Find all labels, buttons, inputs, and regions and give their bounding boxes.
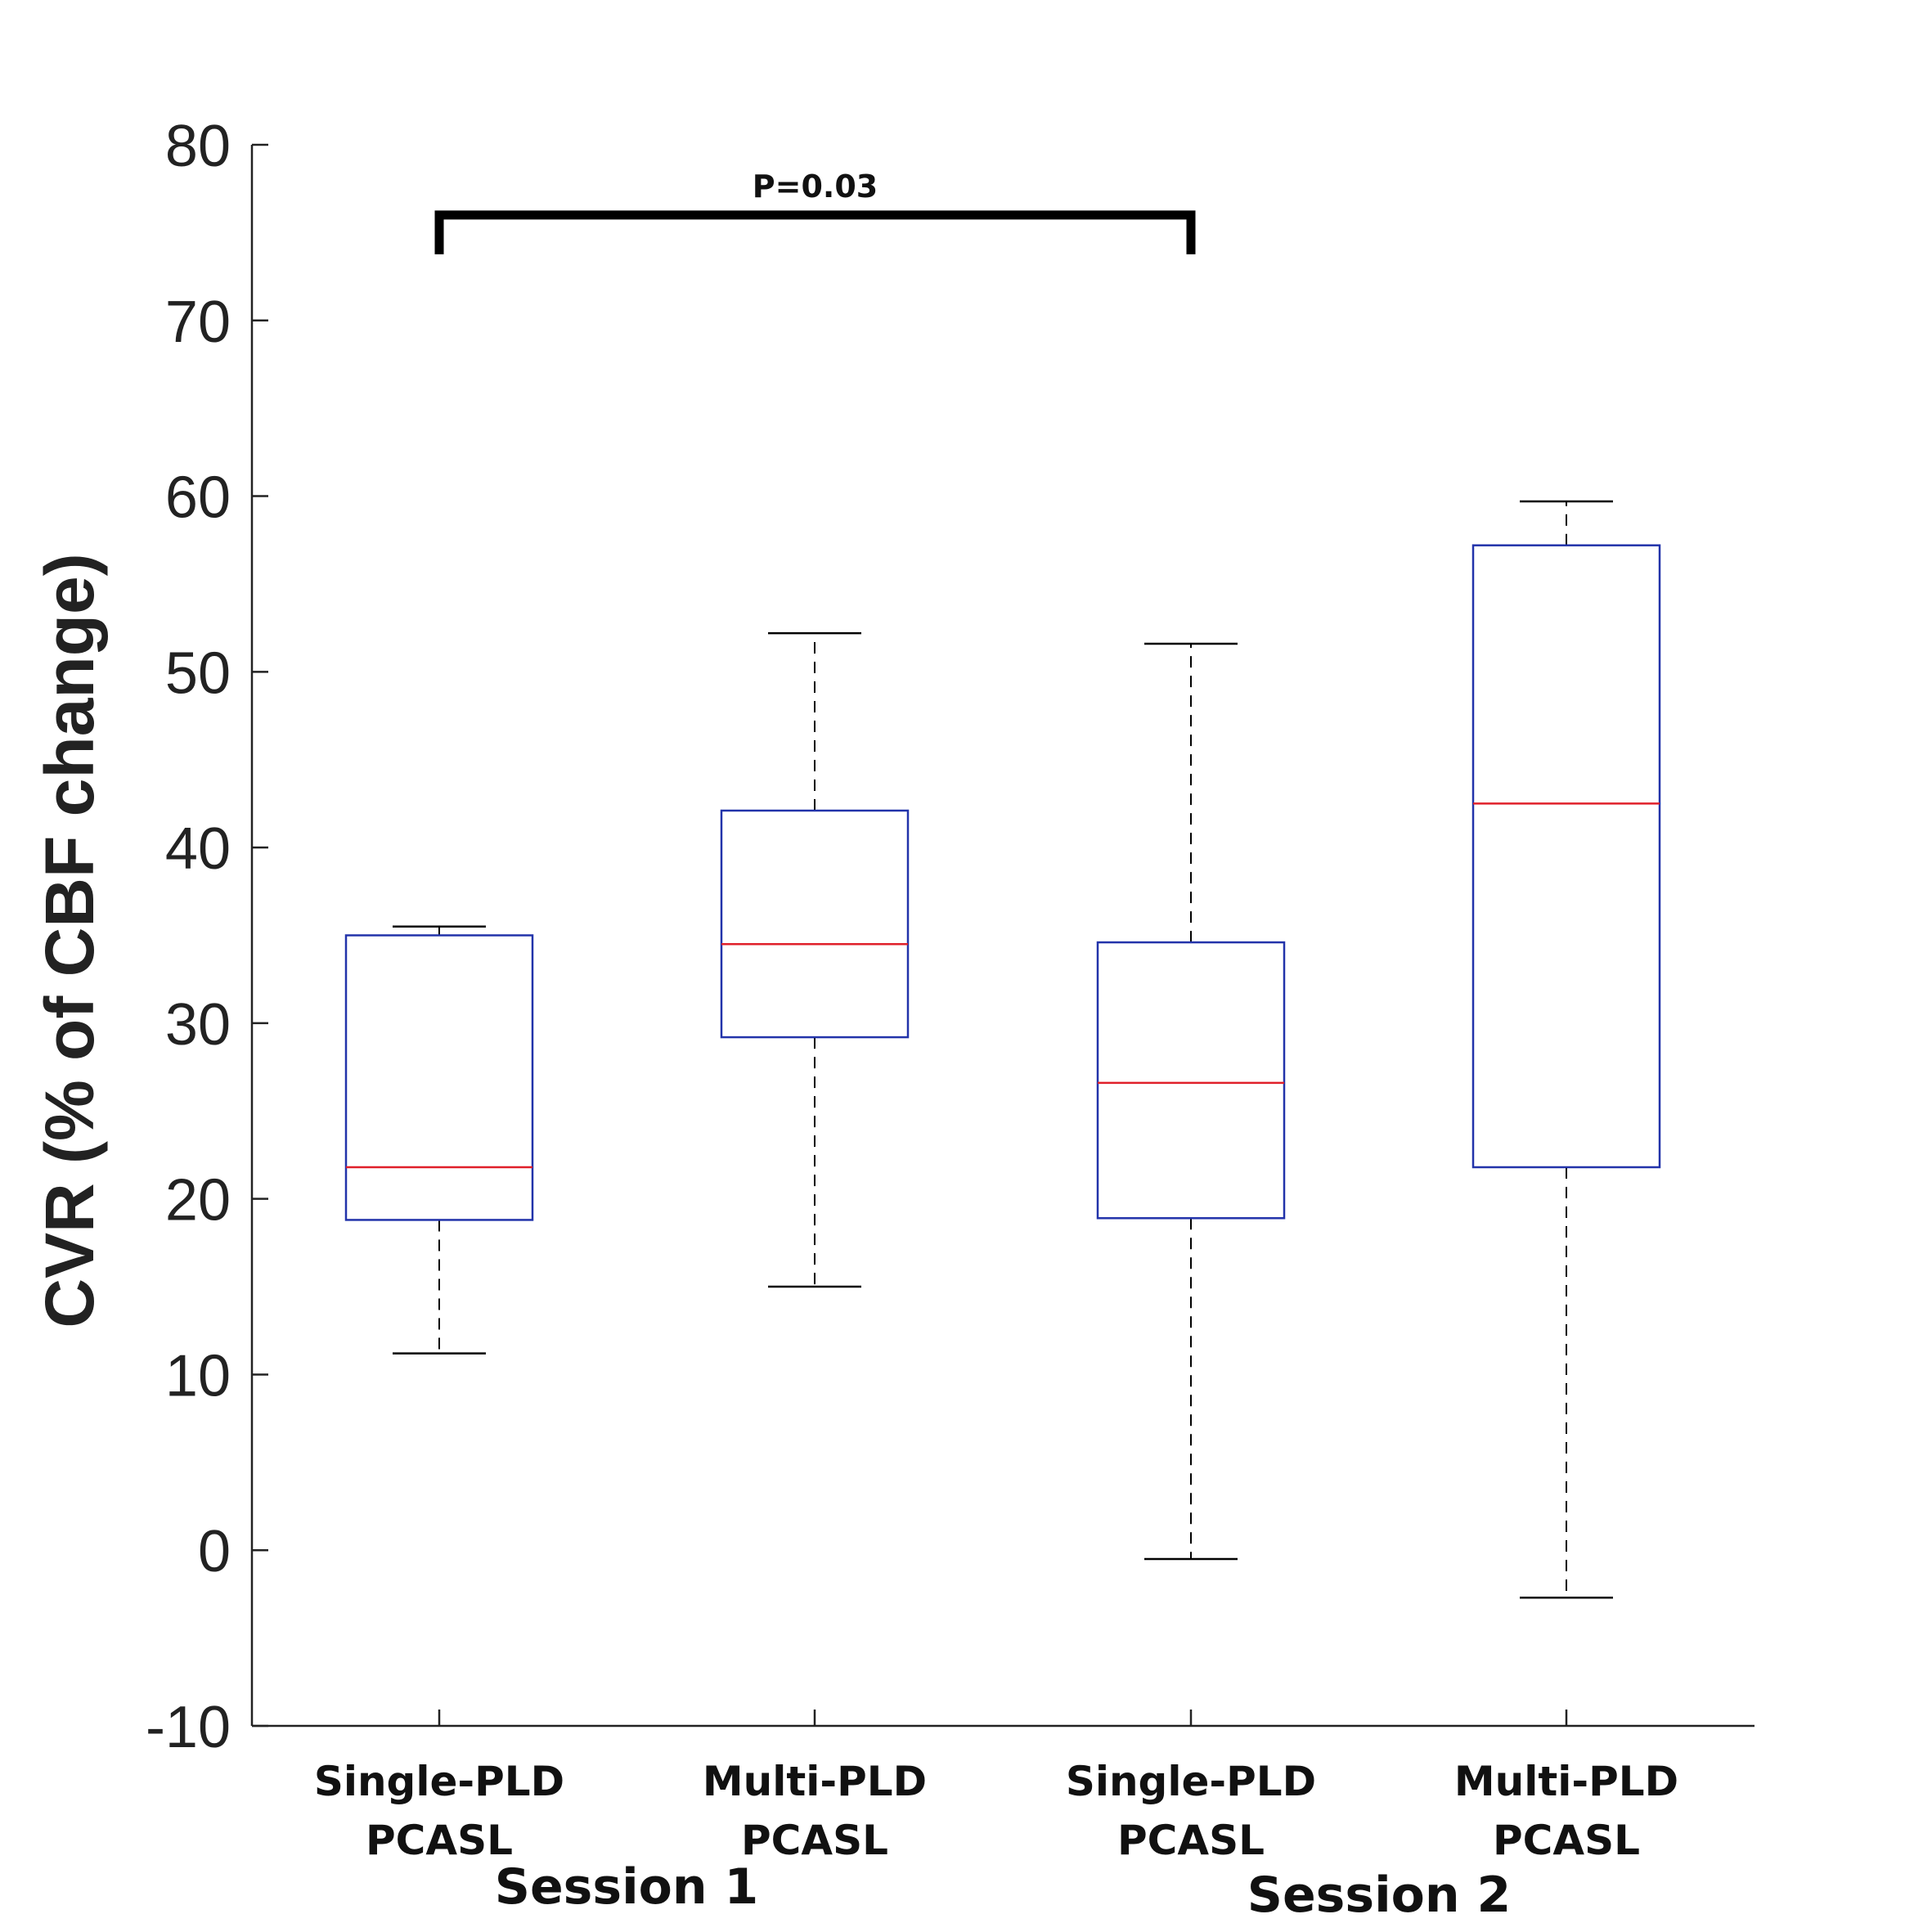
axes: -10 0 10 20 30 40 50 60 70 80 Single-PLD PCASL Multi… (146, 114, 1755, 1924)
significance-bracket-group: P=0.03 (434, 168, 1196, 254)
y-tick-label: 70 (165, 290, 231, 355)
iqr-box (720, 809, 910, 1039)
iqr-box (344, 934, 534, 1221)
y-tick-label: 30 (165, 992, 231, 1058)
y-axis-title: CVR (% of CBF change) (31, 553, 108, 1328)
x-tick-label-line1: Single-PLD (1066, 1758, 1316, 1805)
x-tick-label-line1: Single-PLD (314, 1758, 564, 1805)
y-tick-label: -10 (146, 1695, 231, 1760)
boxes (344, 500, 1661, 1599)
box-1 (344, 925, 534, 1355)
iqr-box (1096, 941, 1286, 1220)
p-value-label: P=0.03 (753, 168, 878, 204)
x-tick-label-line1: Multi-PLD (1454, 1758, 1678, 1805)
x-tick-label-line2: PCASL (741, 1817, 888, 1864)
y-tick-label: 50 (165, 640, 231, 706)
y-tick-label: 10 (165, 1343, 231, 1409)
box-4 (1471, 500, 1661, 1599)
box-3 (1096, 642, 1286, 1561)
x-tick-label-line1: Multi-PLD (703, 1758, 927, 1805)
significance-bracket (434, 210, 1196, 254)
x-tick-label-line2: PCASL (1117, 1817, 1265, 1864)
y-tick-label: 20 (165, 1168, 231, 1233)
iqr-box (1471, 544, 1661, 1169)
y-tick-label: 80 (165, 114, 231, 179)
box-2 (720, 631, 910, 1288)
y-tick-label: 0 (198, 1519, 231, 1584)
x-tick-label-line2: PCASL (366, 1817, 513, 1864)
session-label: Session 1 (495, 1858, 758, 1916)
x-tick-label-line2: PCASL (1493, 1817, 1640, 1864)
y-tick-label: 60 (165, 465, 231, 531)
session-label: Session 2 (1247, 1867, 1511, 1924)
y-tick-label: 40 (165, 816, 231, 882)
